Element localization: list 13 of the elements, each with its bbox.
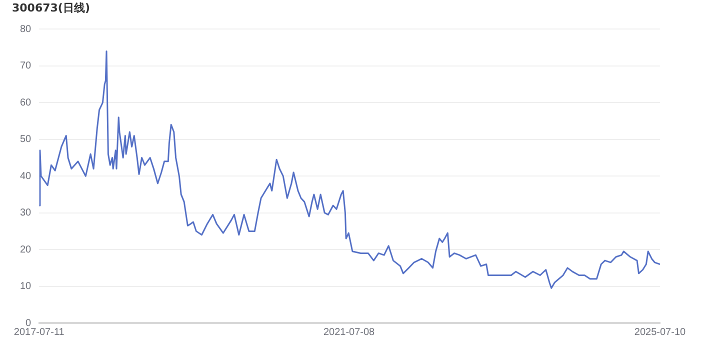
y-tick-label: 30 (20, 208, 32, 219)
y-tick-label: 70 (20, 60, 32, 72)
y-tick-label: 20 (20, 244, 32, 256)
y-tick-label: 50 (20, 134, 32, 146)
x-tick-label: 2025-07-10 (634, 326, 686, 338)
y-tick-label: 40 (20, 170, 32, 182)
chart-title: 300673(日线) (12, 1, 90, 14)
y-tick-label: 0 (26, 318, 32, 329)
x-tick-label: 2021-07-08 (323, 326, 376, 338)
y-tick-label: 80 (20, 24, 32, 35)
x-tick-label: 2017-07-11 (14, 326, 65, 338)
y-tick-label: 10 (20, 281, 32, 292)
y-tick-label: 60 (20, 97, 32, 108)
